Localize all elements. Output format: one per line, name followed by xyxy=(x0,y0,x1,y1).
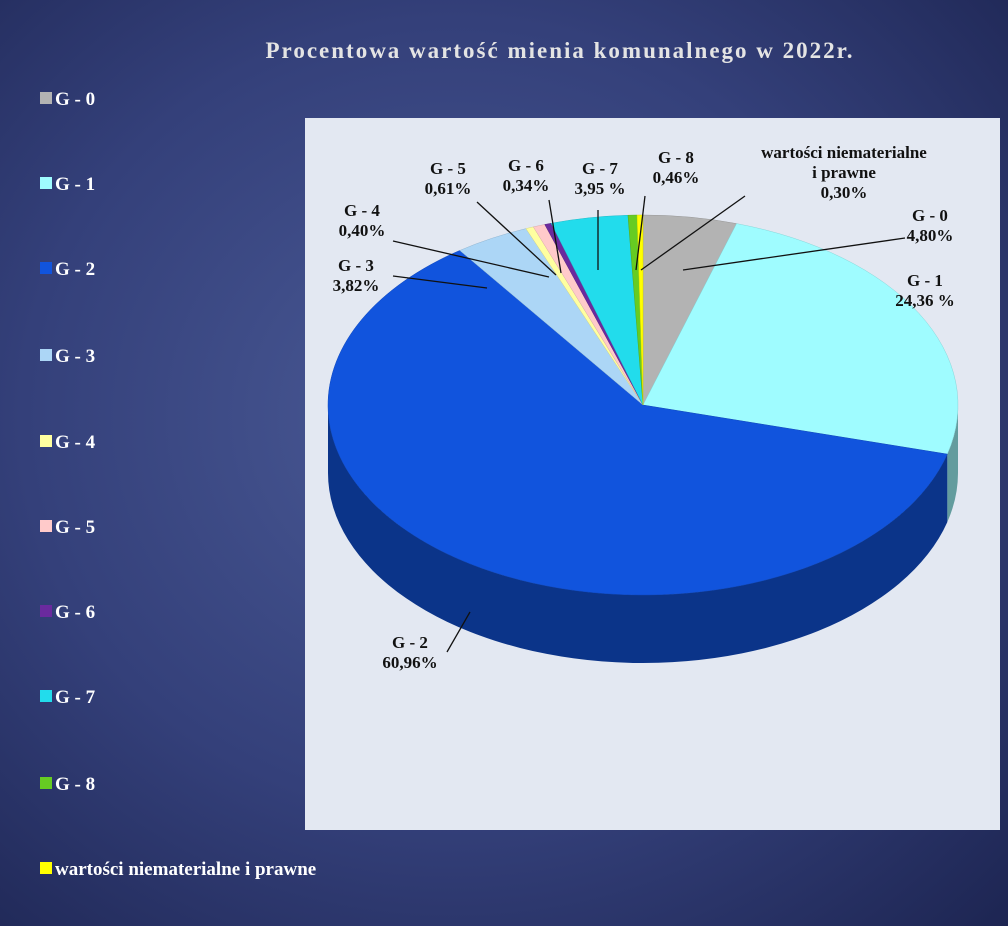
leader-line xyxy=(548,199,562,274)
data-label-value: 0,34% xyxy=(502,176,550,195)
legend-item: G - 5 xyxy=(40,516,340,540)
data-label: G - 4 0,40% xyxy=(322,201,402,241)
legend-item: G - 1 xyxy=(40,173,340,197)
data-label-name: G - 1 xyxy=(907,271,943,290)
legend-label: G - 6 xyxy=(55,602,96,623)
data-label-name: G - 5 xyxy=(430,159,466,178)
slice-side xyxy=(947,405,958,523)
legend-item: G - 0 xyxy=(40,88,340,112)
legend-label: G - 3 xyxy=(55,346,96,367)
legend-label: G - 0 xyxy=(55,89,96,110)
legend-label: G - 4 xyxy=(55,432,96,453)
legend-label: G - 2 xyxy=(55,259,96,280)
data-label-name: G - 4 xyxy=(344,201,380,220)
legend-swatch xyxy=(40,92,52,104)
legend-swatch xyxy=(40,862,52,874)
data-label-name: G - 2 xyxy=(392,633,428,652)
legend-item: G - 7 xyxy=(40,686,340,710)
legend-swatch xyxy=(40,690,52,702)
data-label-value: 3,82% xyxy=(332,276,380,295)
slice xyxy=(327,250,948,596)
leader-line xyxy=(682,237,906,271)
slice xyxy=(642,223,959,455)
legend-item: wartości niematerialne i prawne xyxy=(40,858,340,882)
legend-item: G - 4 xyxy=(40,431,340,455)
data-label: G - 1 24,36 % xyxy=(880,271,970,311)
legend-item: G - 3 xyxy=(40,345,340,369)
data-label-value: 60,96% xyxy=(382,653,438,672)
legend-swatch xyxy=(40,520,52,532)
data-label-value: 0,46% xyxy=(652,168,700,187)
data-label-name: G - 3 xyxy=(338,256,374,275)
data-label-value: 0,61% xyxy=(424,179,472,198)
slice-side xyxy=(328,405,948,664)
data-label: G - 7 3,95 % xyxy=(560,159,640,199)
data-label-value: 24,36 % xyxy=(895,291,955,310)
legend-item: G - 8 xyxy=(40,773,340,797)
data-label-value: 4,80% xyxy=(906,226,954,245)
leader-line xyxy=(392,275,488,289)
data-label-value: 3,95 % xyxy=(574,179,626,198)
chart-title: Procentowa wartość mienia komunalnego w … xyxy=(265,38,855,63)
leader-line xyxy=(640,195,746,271)
leader-line xyxy=(392,240,550,278)
legend-label: G - 8 xyxy=(55,774,96,795)
legend-item: G - 2 xyxy=(40,258,340,282)
data-label: G - 2 60,96% xyxy=(365,633,455,673)
data-label: G - 3 3,82% xyxy=(316,256,396,296)
data-label: G - 6 0,34% xyxy=(491,156,561,196)
data-label-value: 0,40% xyxy=(338,221,386,240)
legend-label: G - 5 xyxy=(55,517,96,538)
legend-swatch xyxy=(40,349,52,361)
data-label-name: G - 0 xyxy=(912,206,948,225)
legend-label: G - 1 xyxy=(55,174,96,195)
legend-swatch xyxy=(40,262,52,274)
legend-swatch xyxy=(40,777,52,789)
data-label-name: G - 6 xyxy=(508,156,544,175)
leader-line xyxy=(446,611,471,653)
legend-swatch xyxy=(40,605,52,617)
data-label: G - 5 0,61% xyxy=(413,159,483,199)
legend-label: wartości niematerialne i prawne xyxy=(55,859,317,880)
data-label: wartości niematerialne i prawne 0,30% xyxy=(759,143,929,203)
data-label-name: wartości niematerialne i prawne xyxy=(761,143,927,182)
data-label-name: G - 7 xyxy=(582,159,618,178)
leader-line xyxy=(476,201,557,276)
legend-label: G - 7 xyxy=(55,687,96,708)
legend-swatch xyxy=(40,435,52,447)
legend-swatch xyxy=(40,177,52,189)
data-label-name: G - 8 xyxy=(658,148,694,167)
leader-line xyxy=(635,195,646,271)
data-label: G - 0 4,80% xyxy=(890,206,970,246)
data-label: G - 8 0,46% xyxy=(641,148,711,188)
data-label-value: 0,30% xyxy=(820,183,868,202)
legend-item: G - 6 xyxy=(40,601,340,625)
